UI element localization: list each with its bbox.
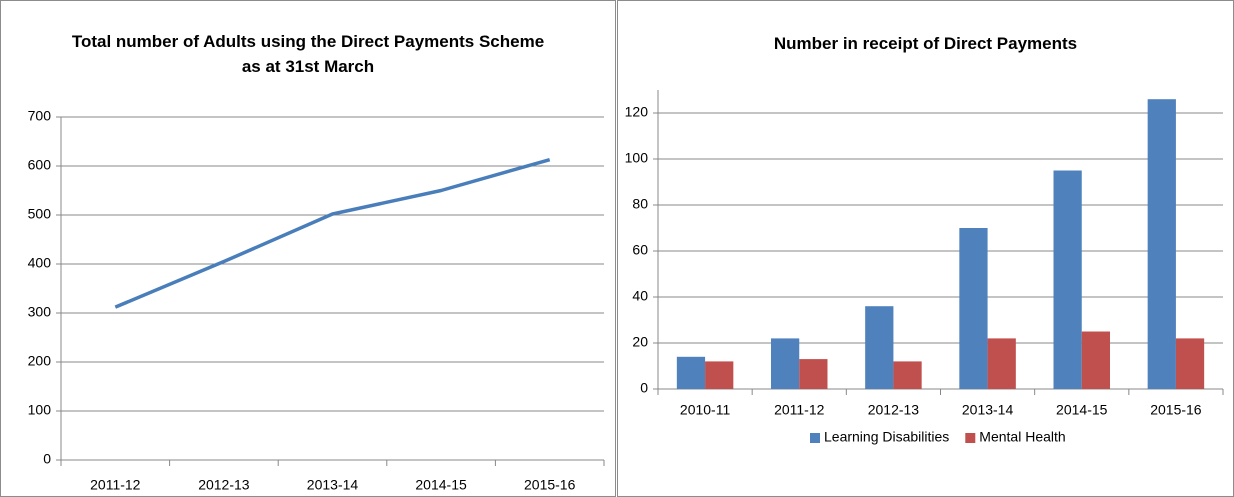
y-tick-label: 100 bbox=[28, 402, 52, 418]
data-line bbox=[114, 157, 551, 309]
y-tick-label: 120 bbox=[625, 104, 649, 120]
legend-label: Learning Disabilities bbox=[824, 429, 949, 445]
x-tick-label: 2011-12 bbox=[774, 402, 825, 418]
bar bbox=[1053, 170, 1082, 389]
y-tick-label: 0 bbox=[43, 451, 51, 467]
bar bbox=[1175, 338, 1205, 389]
y-tick-label: 700 bbox=[28, 108, 52, 124]
x-tick-label: 2012-13 bbox=[868, 402, 920, 418]
line-chart: 0 100 200 300 400 500 600 700 2011-12 2012-13 2013… bbox=[28, 108, 605, 493]
x-tick-label: 2013-14 bbox=[307, 477, 359, 493]
bar bbox=[771, 338, 800, 389]
x-tick-label: 2015-16 bbox=[524, 477, 576, 493]
bar-panel: Number in receipt of Direct Payments 0 20… bbox=[617, 0, 1234, 497]
chart-title: Total number of Adults using the Direct … bbox=[71, 32, 545, 76]
legend-swatch bbox=[810, 433, 820, 443]
legend-swatch bbox=[965, 433, 976, 443]
bar bbox=[987, 338, 1016, 389]
x-tick-label: 2015-16 bbox=[1150, 402, 1202, 418]
y-tick-label: 600 bbox=[28, 157, 52, 173]
bar bbox=[865, 306, 894, 389]
bar bbox=[1147, 99, 1176, 389]
y-tick-label: 500 bbox=[28, 206, 52, 222]
x-tick-label: 2010-11 bbox=[680, 402, 731, 418]
bar bbox=[705, 361, 734, 389]
x-tick-label: 2011-12 bbox=[90, 477, 141, 493]
x-tick-label: 2014-15 bbox=[415, 477, 467, 493]
x-tick-label: 2012-13 bbox=[198, 477, 250, 493]
x-tick-label: 2013-14 bbox=[962, 402, 1014, 418]
chart-title: Number in receipt of Direct Payments bbox=[773, 34, 1078, 53]
legend-label: Mental Health bbox=[979, 429, 1065, 445]
y-tick-label: 60 bbox=[632, 242, 648, 258]
y-tick-label: 80 bbox=[632, 196, 648, 212]
y-tick-label: 0 bbox=[640, 380, 648, 396]
y-tick-label: 100 bbox=[625, 150, 649, 166]
bar bbox=[959, 228, 988, 389]
y-tick-label: 400 bbox=[28, 255, 52, 271]
y-tick-label: 20 bbox=[632, 334, 648, 350]
bar bbox=[676, 356, 706, 389]
bar bbox=[799, 359, 828, 389]
bar-chart: 0 20 40 60 80 100 120 2010-11 2011-12 2012-13 2013… bbox=[625, 90, 1224, 445]
y-tick-label: 40 bbox=[632, 288, 648, 304]
bar bbox=[1081, 331, 1110, 389]
y-tick-label: 300 bbox=[28, 304, 52, 320]
y-tick-label: 200 bbox=[28, 353, 52, 369]
bar bbox=[893, 361, 922, 389]
x-tick-label: 2014-15 bbox=[1056, 402, 1108, 418]
line-panel: Total number of Adults using the Direct … bbox=[0, 0, 616, 497]
